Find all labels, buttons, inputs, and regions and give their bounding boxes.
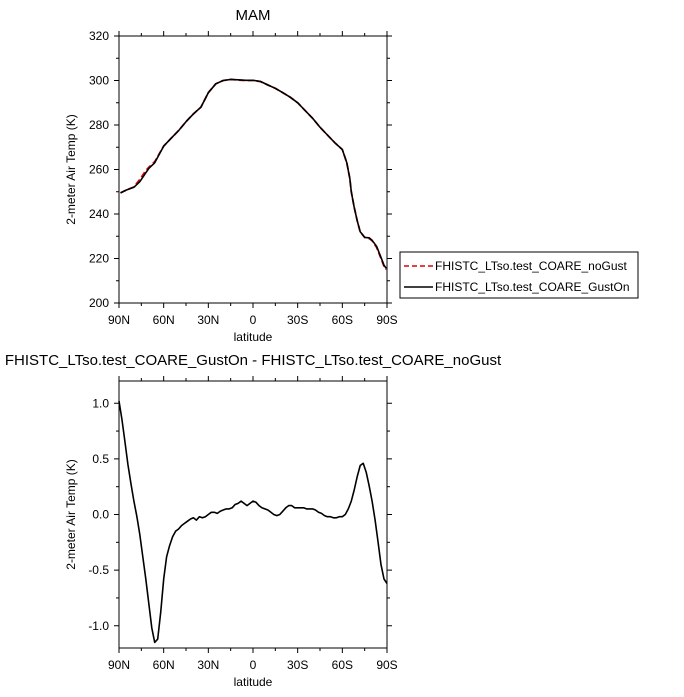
plot-frame-1	[118, 35, 388, 304]
y-tick-label: 320	[89, 29, 109, 43]
y-tick-label: 0.0	[92, 508, 109, 522]
y-axis-label: 2-meter Air Temp (K)	[64, 459, 78, 569]
legend-label-1: FHISTC_LTso.test_COARE_noGust	[435, 259, 628, 273]
x-tick-label: 30S	[287, 658, 308, 672]
x-tick-label: 90S	[376, 658, 397, 672]
y-tick-label: -0.5	[88, 563, 109, 577]
x-tick-label: 0	[250, 313, 257, 327]
x-tick-label: 30N	[197, 313, 219, 327]
x-axis-label: latitude	[234, 330, 273, 344]
y-tick-label: 1.0	[92, 396, 109, 410]
x-tick-label: 90S	[376, 313, 397, 327]
y-tick-label: 0.5	[92, 452, 109, 466]
x-tick-label: 90N	[108, 658, 130, 672]
plot-frame-2	[118, 380, 388, 649]
x-tick-label: 60S	[332, 313, 353, 327]
legend-box	[399, 251, 639, 299]
y-tick-label: 220	[89, 252, 109, 266]
x-tick-label: 60S	[332, 658, 353, 672]
y-tick-label: 260	[89, 163, 109, 177]
x-tick-label: 90N	[108, 313, 130, 327]
legend-label-2: FHISTC_LTso.test_COARE_GustOn	[435, 280, 630, 294]
chart-title: FHISTC_LTso.test_COARE_GustOn - FHISTC_L…	[5, 352, 502, 369]
series-line-2-1	[118, 400, 388, 644]
y-tick-label: 280	[89, 118, 109, 132]
chart-title: MAM	[236, 7, 271, 24]
y-tick-label: 240	[89, 207, 109, 221]
x-axis-label: latitude	[234, 675, 273, 689]
y-axis-label: 2-meter Air Temp (K)	[64, 114, 78, 224]
x-tick-label: 60N	[153, 658, 175, 672]
y-tick-label: 300	[89, 74, 109, 88]
y-tick-label: -1.0	[88, 619, 109, 633]
x-tick-label: 30S	[287, 313, 308, 327]
series-line-1-1	[120, 78, 388, 271]
series-line-1-2	[120, 78, 387, 269]
x-tick-label: 60N	[153, 313, 175, 327]
y-tick-label: 200	[89, 296, 109, 310]
x-tick-label: 30N	[197, 658, 219, 672]
x-tick-label: 0	[250, 658, 257, 672]
